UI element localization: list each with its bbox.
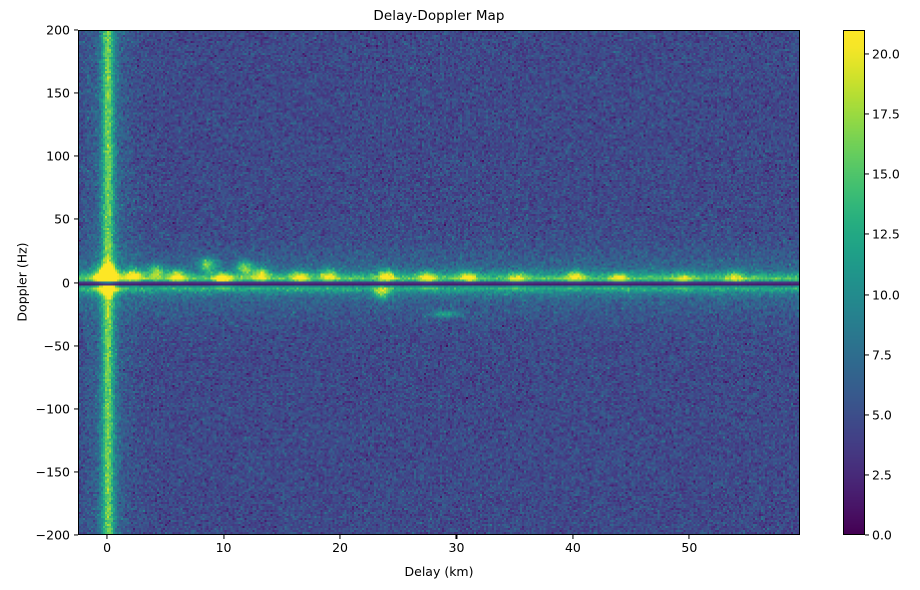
heatmap-canvas — [79, 31, 799, 534]
y-axis-tick-mark — [74, 534, 78, 536]
colorbar-tick-label: 12.5 — [872, 226, 900, 242]
y-axis-tick-mark — [74, 92, 78, 94]
y-axis-tick-label: −50 — [43, 338, 70, 354]
x-axis-tick-mark — [106, 535, 108, 539]
y-axis-tick-mark — [74, 218, 78, 220]
x-axis-tick-mark — [572, 535, 574, 539]
x-axis-tick-mark — [339, 535, 341, 539]
colorbar-tick-label: 15.0 — [872, 166, 900, 182]
colorbar-tick-label: 7.5 — [872, 347, 892, 363]
y-axis-tick-mark — [74, 408, 78, 410]
colorbar-tick-label: 20.0 — [872, 46, 900, 62]
colorbar-tick-label: 17.5 — [872, 106, 900, 122]
colorbar-tick-mark — [865, 233, 869, 235]
y-axis-tick-label: −100 — [35, 401, 70, 417]
x-axis-tick-mark — [688, 535, 690, 539]
y-axis-tick-mark — [74, 281, 78, 284]
colorbar[interactable] — [843, 30, 865, 535]
y-axis-tick-label: 0 — [62, 275, 70, 290]
y-axis-tick-label: 200 — [46, 22, 70, 38]
y-axis-label: Doppler (Hz) — [14, 242, 30, 322]
x-axis-tick-label: 10 — [215, 540, 232, 555]
x-axis-tick-label: 30 — [448, 540, 465, 555]
y-axis-tick-label: 50 — [54, 211, 70, 227]
x-axis-label: Delay (km) — [404, 564, 474, 579]
x-axis-tick-label: 40 — [564, 540, 581, 555]
colorbar-tick-label: 10.0 — [872, 287, 900, 303]
chart-title: Delay-Doppler Map — [373, 8, 505, 24]
colorbar-tick-mark — [865, 113, 869, 115]
y-axis-tick-mark — [74, 155, 78, 157]
y-axis-tick-label: −150 — [35, 464, 70, 480]
colorbar-tick-mark — [865, 534, 869, 536]
y-axis-tick-mark — [74, 345, 78, 347]
colorbar-tick-mark — [865, 354, 869, 356]
y-axis-tick-label: −200 — [35, 527, 70, 543]
x-axis-tick-label: 20 — [332, 540, 348, 555]
colorbar-tick-mark — [865, 53, 869, 55]
x-axis-tick-label: 50 — [681, 540, 698, 555]
colorbar-tick-mark — [865, 474, 869, 476]
colorbar-tick-mark — [865, 173, 869, 175]
x-axis-tick-label: 0 — [103, 540, 112, 555]
x-axis-tick-mark — [455, 535, 457, 539]
colorbar-tick-label: 0.0 — [872, 527, 892, 543]
colorbar-tick-mark — [865, 293, 869, 296]
y-axis-tick-mark — [74, 471, 78, 473]
y-axis-label-wrap: Doppler (Hz) — [15, 0, 30, 590]
y-axis-tick-mark — [74, 29, 78, 31]
y-axis-tick-label: 100 — [46, 148, 70, 164]
colorbar-tick-label: 5.0 — [872, 407, 892, 423]
heatmap-plot-area[interactable] — [78, 30, 800, 535]
y-axis-tick-label: 150 — [46, 85, 70, 101]
colorbar-tick-mark — [865, 414, 869, 416]
colorbar-tick-label: 2.5 — [872, 467, 892, 483]
x-axis-tick-mark — [223, 535, 225, 539]
colorbar-canvas — [844, 31, 864, 534]
